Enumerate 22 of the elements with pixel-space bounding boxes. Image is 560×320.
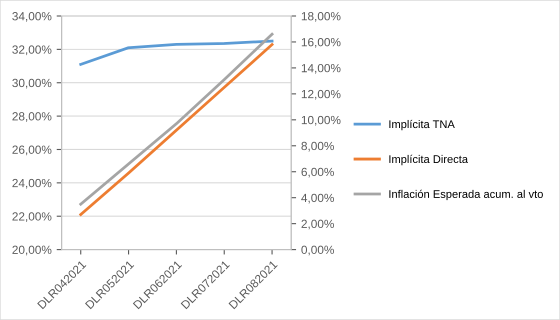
line-series [79,40,274,66]
legend-label: Implícita Directa [389,154,468,166]
legend-label: Implícita TNA [389,120,455,130]
y2-tick-label: 16,00% [302,38,341,48]
y2-tick-label: 18,00% [302,12,341,22]
y-tick-label: 34,00% [12,12,52,22]
y2-tick-label: 14,00% [302,64,341,74]
y2-tick-label: 8,00% [301,142,334,152]
y-tick-label: 22,00% [12,212,52,222]
y2-tick-label: 2,00% [302,220,334,230]
y2-tick-label: 10,00% [302,116,341,126]
y2-tick-label: 4,00% [301,194,334,204]
y2-tick-label: 0,00% [301,246,334,256]
y-tick-label: 30,00% [12,78,52,89]
legend-label: Inflación Esperada acum. al vto [389,190,543,200]
y2-tick-label: 12,00% [302,90,341,100]
y-tick-label: 32,00% [12,45,52,56]
y-tick-label: 20,00% [12,246,52,256]
y-tick-label: 24,00% [12,178,52,189]
y-tick-label: 26,00% [12,146,52,156]
y-tick-label: 28,00% [12,112,52,122]
y2-tick-label: 6,00% [302,168,334,178]
